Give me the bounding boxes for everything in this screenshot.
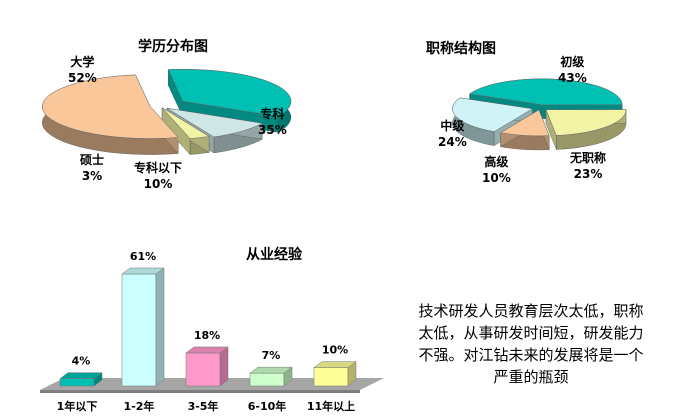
- bar-value-label-2: 18%: [194, 329, 220, 342]
- pie1-label-3: 硕士 3%: [80, 153, 105, 183]
- bar-top-0: [59, 372, 103, 379]
- bar-category-label-1: 1-2年: [124, 399, 155, 413]
- bar-3: [249, 372, 285, 387]
- bar-category-label-3: 6-10年: [248, 399, 287, 413]
- bar-category-label-4: 11年以上: [307, 399, 355, 413]
- bar-side-1: [155, 267, 165, 387]
- bar-1: [121, 273, 157, 387]
- pie1-label-0: 大学 52%: [68, 55, 97, 85]
- pie1-label-1: 专科 35%: [258, 107, 287, 137]
- bar-4: [313, 367, 349, 387]
- bar-top-3: [249, 366, 293, 374]
- summary-note: 技术研发人员教育层次太低，职称太低，从事研发时间短，研发能力不强。对江钻未来的发…: [418, 302, 644, 386]
- pie2-label-1: 无职称 23%: [570, 151, 607, 181]
- bar-value-label-3: 7%: [262, 349, 281, 362]
- pie2-title: 职称结构图: [426, 41, 496, 57]
- pie2-label-0: 初级 43%: [558, 55, 587, 85]
- bar-value-label-1: 61%: [130, 250, 156, 263]
- bar-2: [185, 352, 221, 387]
- bar-category-label-2: 3-5年: [188, 399, 219, 413]
- bar-value-label-0: 4%: [72, 355, 91, 368]
- bar-0: [59, 378, 95, 387]
- bar-title: 从业经验: [246, 247, 302, 263]
- pie2-label-3: 中级 24%: [438, 119, 467, 149]
- bar-top-2: [185, 346, 229, 354]
- pie1-label-2: 专科以下 10%: [134, 161, 183, 191]
- bar-floor-edge: [40, 390, 360, 393]
- bar-side-2: [219, 346, 229, 387]
- bar-top-1: [121, 267, 165, 275]
- pie1-title: 学历分布图: [138, 39, 208, 55]
- bar-category-label-0: 1年以下: [57, 399, 98, 413]
- bar-value-label-4: 10%: [322, 344, 348, 357]
- pie2-label-2: 高级 10%: [482, 155, 511, 185]
- bar-top-4: [313, 361, 357, 368]
